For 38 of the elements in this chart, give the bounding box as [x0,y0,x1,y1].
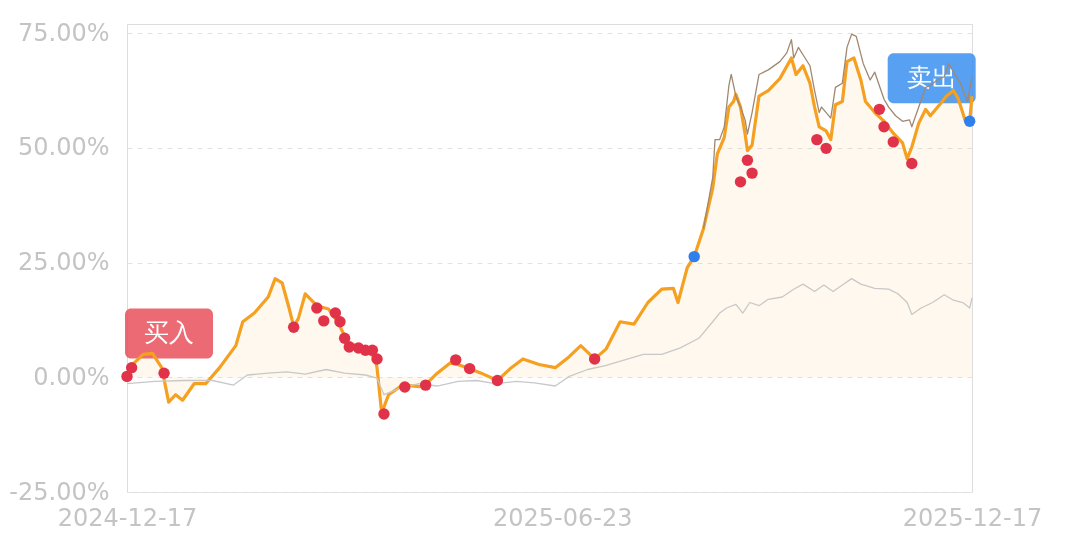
x-tick-label: 2025-06-23 [492,503,633,532]
y-tick-label: 50.00% [17,133,110,162]
point [311,302,323,314]
point [338,332,351,344]
point [734,176,747,188]
point [906,157,918,170]
line-series [702,33,973,230]
point [287,321,300,333]
y-tick-label: 75.00% [17,18,110,47]
point [419,379,432,391]
point [491,374,504,387]
point [125,361,138,374]
point [334,316,346,328]
point [878,121,890,133]
point [741,154,754,166]
x-tick-label: 2024-12-17 [57,503,198,532]
point [121,370,133,383]
point [450,354,462,366]
point [329,307,342,319]
point [588,353,601,365]
y-tick-label: 0.00% [33,362,110,391]
y-tick-label: 25.00% [17,248,110,277]
point [820,142,832,155]
point [318,315,330,327]
point [811,133,823,146]
y-tick-label: -25.00% [9,477,110,506]
point [688,250,700,263]
point [887,136,899,148]
point [378,408,390,420]
point [746,167,758,179]
point [158,367,170,379]
point [399,381,411,393]
point [873,103,886,116]
point [963,115,976,127]
point [371,353,383,365]
x-tick-label: 2025-12-17 [902,503,1043,532]
annotation: 买入 [144,318,194,348]
point [463,362,476,375]
